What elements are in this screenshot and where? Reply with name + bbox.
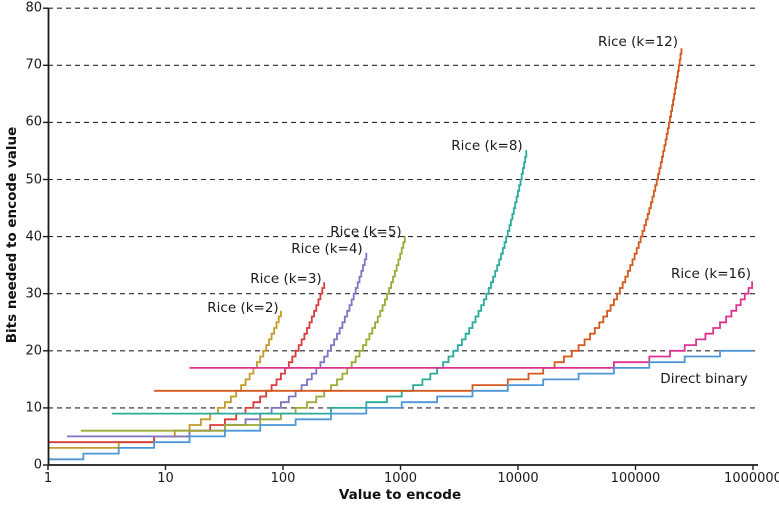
series-line-rice-k-2 bbox=[48, 310, 282, 449]
series-line-rice-k-16 bbox=[189, 281, 753, 369]
series-line-rice-k-3 bbox=[48, 282, 326, 444]
series-line-rice-k-5 bbox=[80, 235, 406, 432]
series-line-rice-k-4 bbox=[67, 252, 368, 438]
series-line-direct-binary bbox=[48, 349, 753, 461]
series-line-rice-k-8 bbox=[111, 150, 528, 415]
series-line-rice-k-12 bbox=[154, 48, 683, 392]
